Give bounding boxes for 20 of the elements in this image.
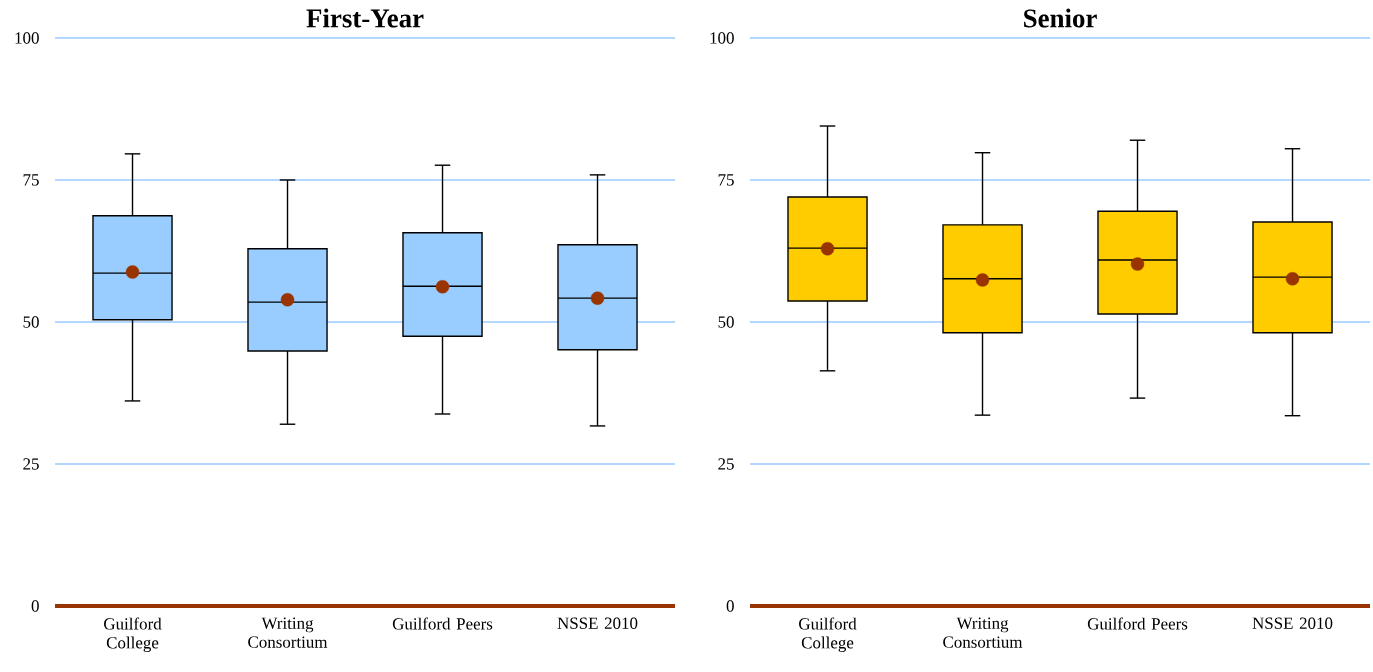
y-tick-label: 100 xyxy=(15,32,39,44)
x-tick-label: Writing Consortium xyxy=(943,617,1023,648)
y-tick-label: 0 xyxy=(31,600,39,612)
y-tick-label: 50 xyxy=(718,316,734,328)
x-tick-label: Guilford Peers xyxy=(392,617,493,630)
y-tick-label: 100 xyxy=(710,32,734,44)
chart-title: Senior xyxy=(1024,8,1097,28)
y-tick-label: 75 xyxy=(23,174,39,186)
x-tick-label: Guilford College xyxy=(104,617,162,653)
x-tick-label: NSSE 2010 xyxy=(1252,617,1333,629)
y-tick-label: 75 xyxy=(718,174,734,186)
x-tick-label: Guilford College xyxy=(799,617,857,653)
y-tick-label: 25 xyxy=(718,458,734,470)
x-tick-label: Writing Consortium xyxy=(248,617,328,648)
y-tick-label: 0 xyxy=(726,600,734,612)
x-tick-label: Guilford Peers xyxy=(1087,617,1188,630)
chart-title: First-Year xyxy=(306,8,424,28)
y-tick-label: 50 xyxy=(23,316,39,328)
x-tick-label: NSSE 2010 xyxy=(557,617,638,629)
y-tick-label: 25 xyxy=(23,458,39,470)
